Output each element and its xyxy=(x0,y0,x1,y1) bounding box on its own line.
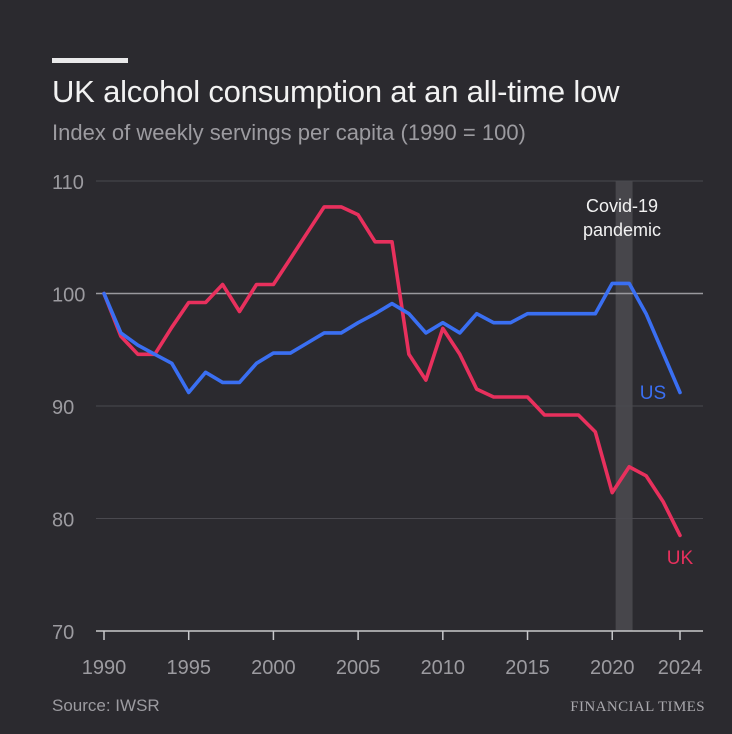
x-tick-label: 2015 xyxy=(505,657,550,679)
x-tick-label: 2005 xyxy=(336,657,381,679)
x-tick-label: 1995 xyxy=(166,657,211,679)
chart-subtitle: Index of weekly servings per capita (199… xyxy=(52,120,526,145)
publisher-logo: FINANCIAL TIMES xyxy=(570,699,705,715)
y-tick-label: 80 xyxy=(52,510,74,532)
covid-annotation-line1: Covid-19 xyxy=(586,196,658,216)
series-label-uk: UK xyxy=(667,548,694,569)
y-tick-label: 90 xyxy=(52,397,74,419)
covid-annotation-line2: pandemic xyxy=(583,220,661,240)
source-note: Source: IWSR xyxy=(52,696,160,715)
title-accent-bar xyxy=(52,58,128,63)
chart-title: UK alcohol consumption at an all-time lo… xyxy=(52,74,620,109)
x-tick-label: 1990 xyxy=(82,657,127,679)
x-tick-label: 2010 xyxy=(421,657,466,679)
y-tick-label: 70 xyxy=(52,622,74,644)
y-tick-label: 110 xyxy=(52,172,84,194)
x-tick-label: 2000 xyxy=(251,657,296,679)
x-tick-label: 2020 xyxy=(590,657,635,679)
x-tick-label: 2024 xyxy=(658,657,703,679)
series-line-us xyxy=(102,281,682,395)
series-line-uk xyxy=(102,205,682,538)
series-label-us: US xyxy=(640,383,666,404)
y-tick-label: 100 xyxy=(52,285,85,307)
